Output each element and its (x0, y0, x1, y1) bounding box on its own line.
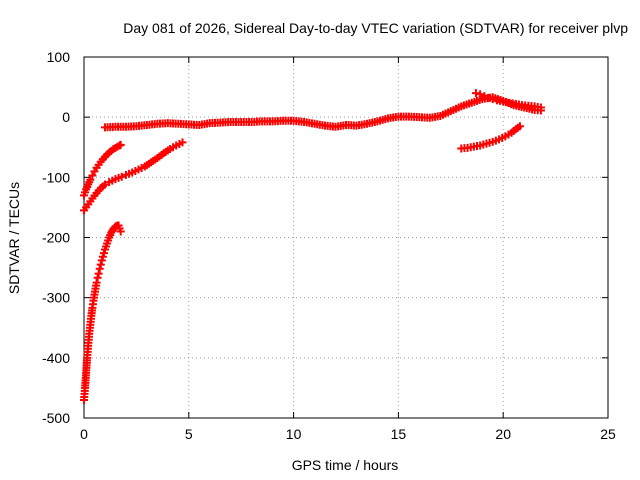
y-tick-label: 0 (62, 109, 70, 125)
data-point (178, 138, 187, 147)
data-point (117, 172, 126, 181)
x-tick-label: 5 (185, 426, 193, 442)
x-tick-label: 10 (286, 426, 302, 442)
data-points (80, 89, 545, 404)
data-point (116, 140, 125, 149)
data-point (476, 90, 485, 99)
y-tick-label: -300 (42, 290, 70, 306)
data-point (484, 93, 493, 102)
data-point (116, 227, 125, 236)
x-tick-label: 15 (391, 426, 407, 442)
data-point (95, 264, 104, 273)
data-point (515, 122, 524, 131)
y-tick-label: 100 (47, 49, 71, 65)
y-axis-label: SDTVAR / TECUs (6, 182, 22, 294)
data-point (88, 171, 97, 180)
chart-title: Day 081 of 2026, Sidereal Day-to-day VTE… (123, 20, 628, 36)
y-tick-label: -100 (42, 169, 70, 185)
data-point (93, 273, 102, 282)
x-tick-label: 0 (80, 426, 88, 442)
data-point (536, 103, 545, 112)
data-point (94, 269, 103, 278)
y-tick-label: -500 (42, 410, 70, 426)
y-tick-label: -400 (42, 350, 70, 366)
data-point (96, 260, 105, 269)
data-point (92, 278, 101, 287)
x-axis-label: GPS time / hours (292, 457, 399, 473)
x-tick-label: 25 (600, 426, 616, 442)
axes: 0 5 10 15 20 25 -500 -400 -300 -200 -100 0 100 (42, 49, 616, 442)
y-tick-label: -200 (42, 230, 70, 246)
data-point (488, 95, 497, 104)
data-point (471, 89, 480, 98)
data-point (86, 175, 95, 184)
data-point (100, 180, 109, 189)
x-tick-label: 20 (495, 426, 511, 442)
data-point (480, 92, 489, 101)
